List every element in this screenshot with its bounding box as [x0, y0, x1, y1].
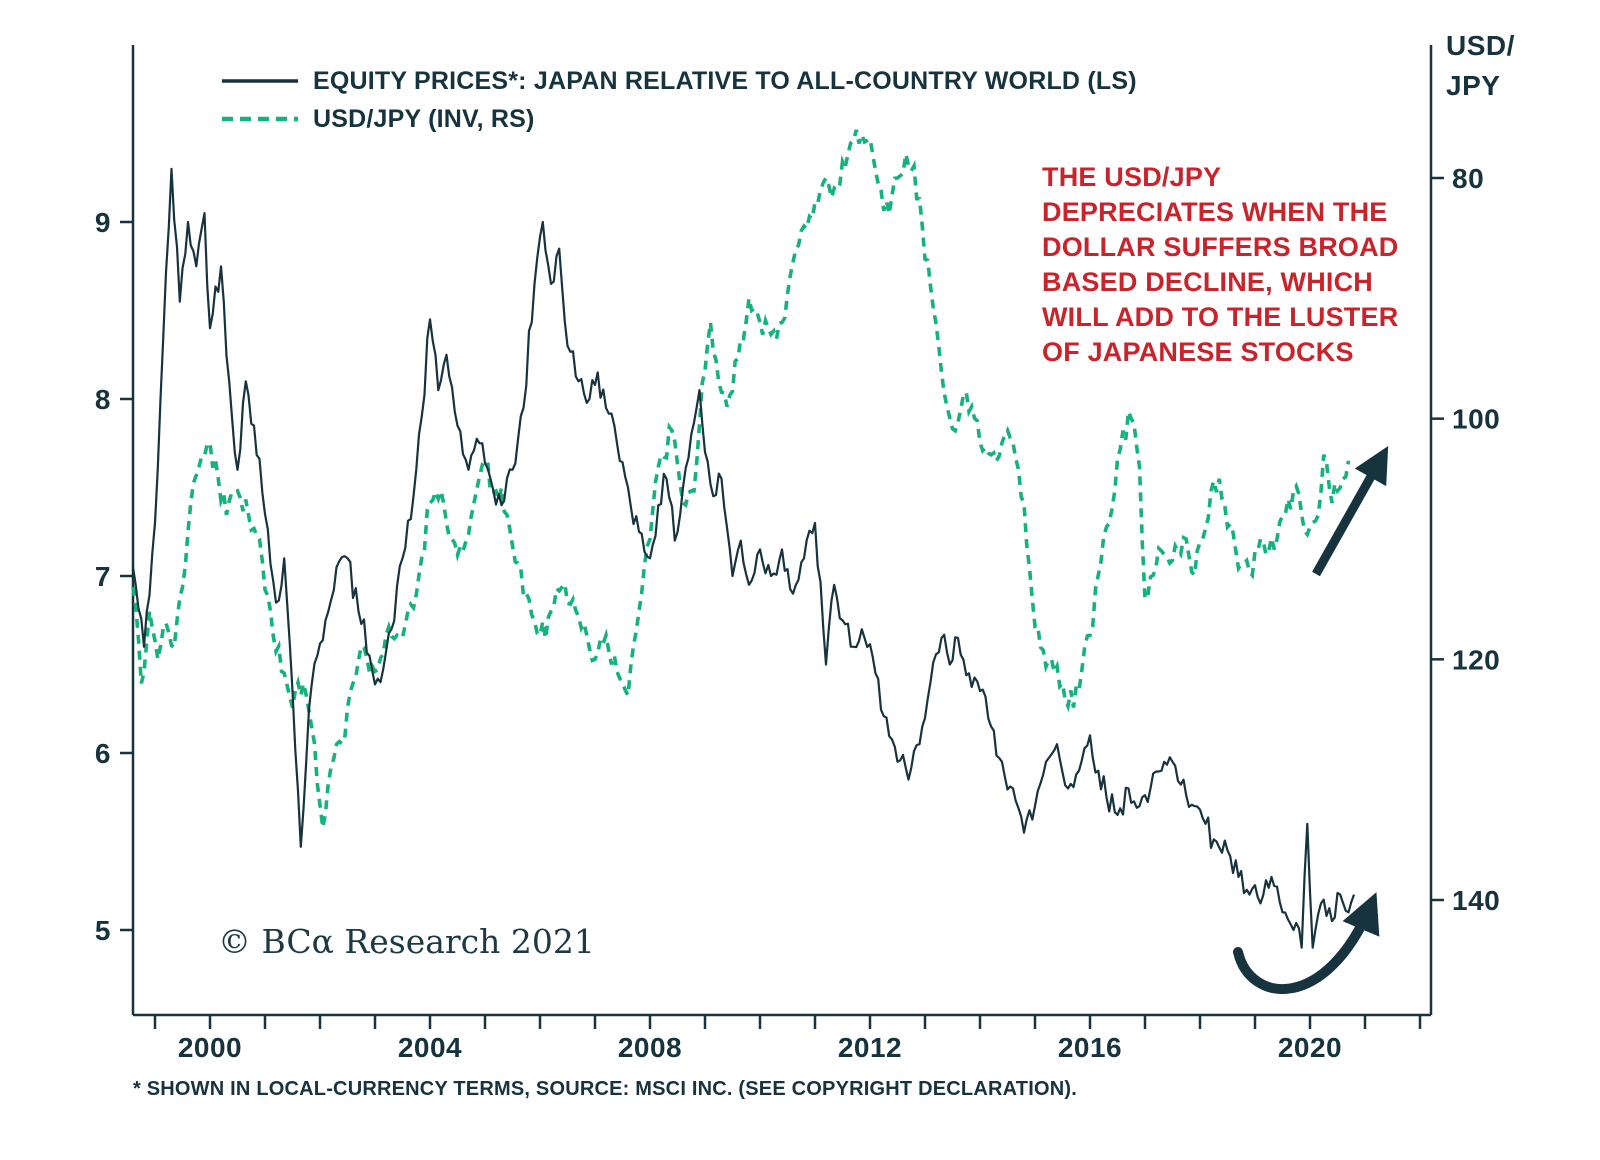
x-tick-label: 2008: [618, 1032, 682, 1063]
solid-line-swatch-icon: [222, 79, 298, 83]
right-tick-label: 140: [1452, 885, 1500, 916]
footnote: * SHOWN IN LOCAL-CURRENCY TERMS, SOURCE:…: [133, 1078, 1077, 1100]
right-tick-label: 80: [1452, 163, 1484, 194]
x-tick-label: 2004: [398, 1032, 462, 1063]
annotation-text: THE USD/JPY DEPRECIATES WHEN THE DOLLAR …: [1042, 162, 1399, 367]
equity-series-path: [131, 167, 1356, 949]
right-axis-title: USD/ JPY: [1446, 30, 1515, 101]
legend-item-equity: EQUITY PRICES*: JAPAN RELATIVE TO ALL-CO…: [222, 62, 1137, 100]
x-tick-label: 2012: [838, 1032, 902, 1063]
left-tick-label: 6: [95, 738, 111, 769]
left-tick-label: 8: [95, 384, 111, 415]
right-tick-label: 100: [1452, 404, 1500, 435]
usdjpy-uptrend-arrow: [1312, 446, 1389, 577]
x-tick-label: 2020: [1278, 1032, 1342, 1063]
watermark: © BCα Research 2021: [218, 922, 595, 961]
left-tick-label: 7: [95, 561, 111, 592]
legend-label-usdjpy: USD/JPY (INV, RS): [313, 104, 535, 133]
legend-item-usdjpy: USD/JPY (INV, RS): [222, 100, 1137, 138]
left-tick-label: 5: [95, 915, 111, 946]
dashed-line-swatch-icon: [222, 116, 298, 122]
left-tick-label: 9: [95, 207, 111, 238]
right-tick-label: 120: [1452, 644, 1500, 675]
legend-label-equity: EQUITY PRICES*: JAPAN RELATIVE TO ALL-CO…: [313, 66, 1137, 95]
legend: EQUITY PRICES*: JAPAN RELATIVE TO ALL-CO…: [222, 62, 1137, 138]
x-tick-label: 2016: [1058, 1032, 1122, 1063]
x-tick-label: 2000: [178, 1032, 242, 1063]
equity-rebound-arrow: [1233, 892, 1380, 995]
